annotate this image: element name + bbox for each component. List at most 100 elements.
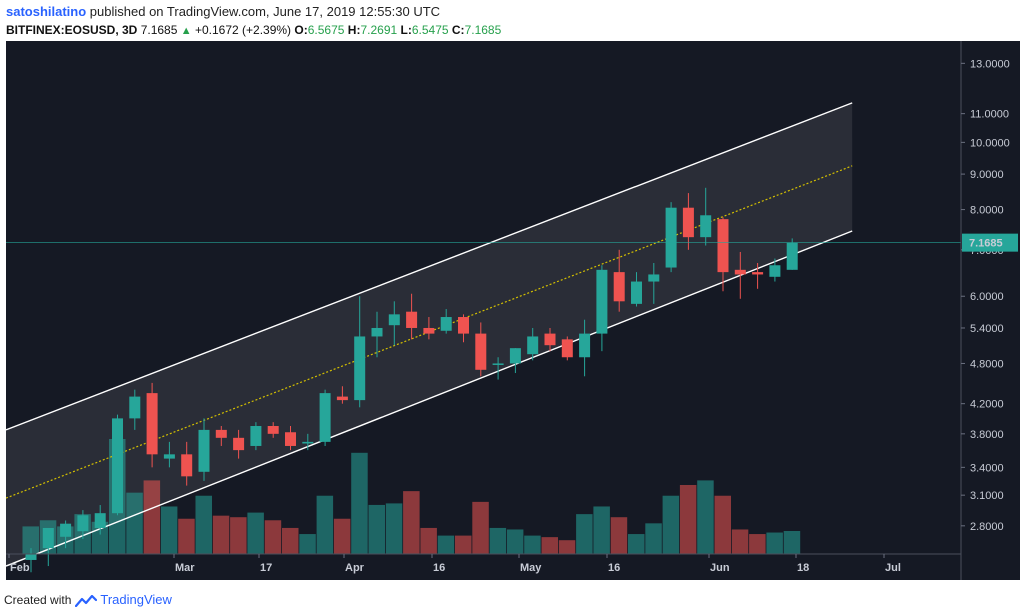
volume-bar [749, 534, 766, 554]
candle-body [613, 272, 625, 302]
footer: Created with TradingView [4, 590, 172, 610]
volume-bar [195, 495, 212, 554]
volume-bar [541, 537, 558, 554]
time-tick-label: 16 [433, 562, 445, 574]
volume-bar [351, 452, 368, 554]
candle-body [579, 333, 591, 358]
price-tick-label: 8.0000 [970, 205, 1004, 217]
volume-bar [489, 527, 507, 554]
candle-body [423, 327, 435, 334]
price-tick-label: 3.4000 [970, 462, 1004, 474]
volume-bar [628, 534, 645, 554]
volume-bar [714, 495, 731, 554]
volume-bar [576, 514, 593, 554]
candle-body [631, 281, 642, 304]
candle-body [77, 515, 89, 532]
volume-bar [645, 523, 662, 554]
volume-bar [282, 527, 299, 554]
volume-bar [783, 531, 801, 554]
candle-body [42, 527, 54, 549]
candle-body [354, 336, 366, 401]
open-value: 6.5675 [307, 23, 345, 37]
candle-body [492, 363, 504, 365]
low-value: 6.5475 [411, 23, 449, 37]
candle-body [388, 314, 400, 326]
up-arrow-icon: ▲ [180, 25, 192, 37]
price-tick-label: 6.0000 [970, 291, 1004, 303]
volume-bar [178, 518, 195, 554]
time-tick-label: Jul [885, 562, 901, 574]
volume-bar [593, 506, 610, 554]
last-price-badge [962, 233, 1018, 252]
volume-bar [212, 515, 230, 554]
candle-body [233, 437, 245, 451]
candle-body [198, 429, 210, 472]
volume-bar [662, 495, 680, 554]
volume-bar [385, 503, 403, 554]
volume-bar [610, 517, 628, 554]
time-tick-label: Feb [10, 562, 30, 574]
volume-bar [558, 540, 576, 554]
volume-bar [230, 517, 247, 554]
candle-body [285, 432, 296, 446]
time-tick-label: 16 [608, 562, 620, 574]
candle-body [112, 418, 123, 514]
candle-body [734, 269, 746, 275]
volume-bar [403, 491, 420, 554]
close-label: C: [451, 23, 465, 37]
price-chart[interactable]: 13.000011.000010.00009.00008.00007.00006… [6, 41, 1020, 580]
volume-bar [766, 532, 783, 554]
price-tick-label: 13.0000 [970, 58, 1010, 70]
candle-body [561, 339, 573, 358]
candle-body [682, 207, 694, 238]
last-price-badge-label: 7.1685 [969, 238, 1003, 250]
time-tick-label: Apr [345, 562, 365, 574]
volume-bar [731, 529, 749, 554]
low-label: L: [400, 23, 412, 37]
volume-bar [126, 492, 143, 554]
candle-body [129, 396, 141, 419]
candle-body [25, 554, 37, 560]
candle-body [319, 393, 331, 442]
publish-info: satoshilatino published on TradingView.c… [6, 3, 440, 21]
candle-body [509, 348, 521, 364]
candle-body [267, 426, 279, 434]
volume-bar [506, 529, 524, 554]
symbol-label: BITFINEX:EOSUSD, 3D [6, 23, 138, 37]
candle-body [336, 396, 348, 401]
channel-upper-line [6, 102, 853, 431]
volume-bar [368, 504, 385, 554]
candle-body [527, 336, 539, 355]
candle-body [163, 454, 175, 459]
open-label: O: [294, 23, 308, 37]
candle-body [60, 523, 72, 537]
tradingview-brand[interactable]: TradingView [100, 592, 172, 607]
time-tick-label: 17 [260, 562, 272, 574]
volume-bar [143, 480, 161, 554]
candle-body [215, 429, 227, 438]
tradingview-logo-icon [75, 594, 98, 607]
volume-bar [316, 495, 334, 554]
published-text: published on TradingView.com, June 17, 2… [86, 4, 441, 19]
price-tick-label: 11.0000 [970, 109, 1009, 121]
author-link[interactable]: satoshilatino [6, 4, 87, 19]
symbol-info: BITFINEX:EOSUSD, 3D 7.1685 ▲ +0.1672 (+2… [6, 21, 501, 39]
candle-body [440, 317, 452, 331]
volume-bar [299, 534, 316, 554]
candle-body [717, 219, 729, 273]
candle-body [752, 272, 764, 275]
price-tick-label: 10.0000 [970, 137, 1010, 149]
chart-canvas[interactable]: 13.000011.000010.00009.00008.00007.00006… [6, 41, 1020, 580]
price-change: +0.1672 (+2.39%) [194, 23, 292, 37]
price-tick-label: 9.0000 [970, 169, 1004, 181]
high-label: H: [347, 23, 361, 37]
candle-body [596, 269, 608, 334]
candle-body [146, 393, 158, 455]
candle-body [302, 441, 314, 444]
candle-body [250, 426, 262, 446]
close-value: 7.1685 [464, 23, 502, 37]
volume-bar [264, 520, 282, 554]
price-tick-label: 2.8000 [970, 521, 1004, 533]
candle-body [475, 333, 487, 370]
candle-body [665, 207, 677, 268]
